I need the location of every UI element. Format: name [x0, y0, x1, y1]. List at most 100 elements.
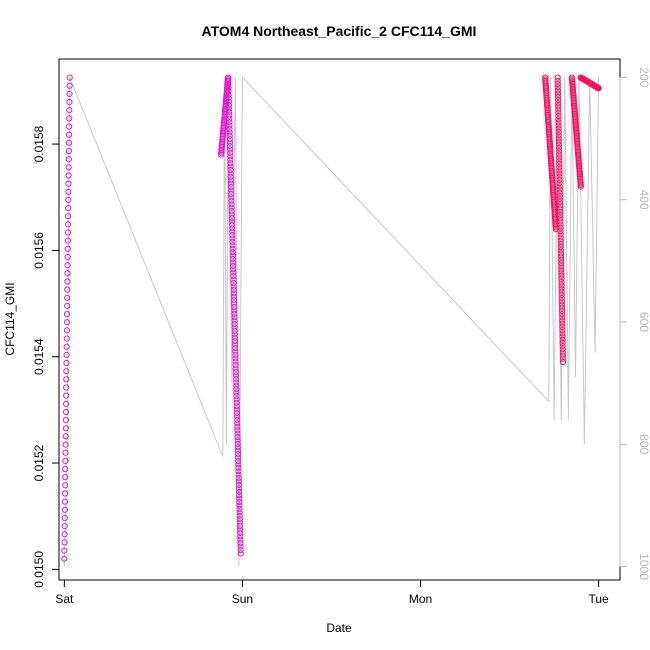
data-point	[557, 243, 564, 251]
x-axis: Sat Sun Mon Tue	[55, 579, 609, 606]
data-point	[230, 276, 237, 283]
data-point	[228, 211, 235, 218]
data-point	[558, 269, 565, 276]
data-point	[65, 164, 72, 171]
data-point	[555, 100, 562, 107]
data-point	[229, 242, 236, 249]
data-point	[62, 465, 69, 473]
data-point	[226, 136, 233, 143]
data-point	[228, 221, 236, 228]
data-point	[556, 199, 564, 206]
data-point	[233, 379, 240, 386]
x-tick-label: Sun	[232, 592, 253, 606]
data-point	[554, 87, 562, 94]
data-point	[235, 478, 242, 485]
data-point	[233, 386, 240, 393]
data-point	[232, 372, 240, 379]
data-point	[557, 237, 564, 244]
data-point	[226, 143, 234, 150]
y-tick-label: 0.0158	[32, 125, 46, 162]
data-point	[233, 396, 240, 403]
data-point	[559, 330, 566, 337]
data-point	[61, 523, 68, 530]
data-point	[555, 144, 563, 151]
data-point	[63, 368, 70, 375]
data-point	[557, 253, 565, 260]
data-point	[554, 74, 561, 81]
data-point	[232, 341, 239, 348]
data-point	[556, 176, 563, 183]
data-point	[558, 256, 565, 263]
data-point	[64, 253, 71, 261]
data-point	[230, 290, 237, 297]
x-tick-label: Sat	[55, 592, 74, 606]
data-point	[231, 331, 238, 338]
data-point	[65, 147, 73, 155]
data-point	[231, 314, 238, 321]
data-point	[558, 279, 565, 286]
data-point	[228, 197, 235, 204]
x-axis-label: Date	[326, 621, 352, 635]
data-point	[63, 343, 70, 350]
data-point	[554, 80, 561, 88]
data-point	[234, 437, 241, 444]
data-point	[65, 188, 72, 195]
data-point	[66, 131, 73, 138]
data-point	[557, 227, 564, 235]
data-point	[556, 164, 563, 171]
data-point	[559, 327, 566, 334]
data-point	[235, 481, 242, 489]
plot-frame	[58, 58, 621, 581]
data-point	[234, 447, 242, 454]
data-point	[555, 138, 563, 145]
data-point	[230, 283, 237, 290]
data-point	[64, 262, 71, 269]
data-point	[61, 514, 68, 522]
data-point	[63, 335, 70, 342]
data-point	[61, 531, 68, 538]
data-point	[227, 153, 234, 160]
data-point	[234, 440, 241, 447]
data-point	[236, 522, 243, 530]
data-point	[558, 282, 565, 289]
data-point	[234, 416, 241, 423]
data-point	[555, 106, 562, 113]
data-point	[226, 119, 233, 126]
data-point	[61, 506, 69, 513]
data-point	[227, 156, 234, 163]
data-point	[230, 293, 237, 300]
data-point	[226, 112, 233, 119]
data-point	[229, 252, 236, 259]
data-point	[558, 259, 565, 267]
data-point	[232, 338, 239, 345]
right-tick-label: 1000	[637, 553, 650, 580]
data-point	[62, 441, 69, 448]
data-point	[557, 247, 565, 254]
data-point	[554, 93, 562, 100]
data-point	[234, 423, 241, 430]
data-point	[228, 208, 235, 215]
data-point	[229, 235, 236, 242]
data-point	[228, 190, 235, 198]
data-point	[558, 304, 566, 311]
data-point	[63, 400, 70, 407]
data-point	[559, 343, 566, 350]
data-point	[558, 295, 565, 302]
data-point	[555, 132, 562, 139]
data-point	[228, 184, 235, 191]
data-point	[225, 91, 232, 98]
data-point	[64, 237, 72, 244]
data-point	[62, 425, 69, 432]
data-point	[231, 303, 238, 311]
data-point	[235, 485, 243, 492]
data-point	[233, 392, 240, 400]
data-point	[556, 189, 563, 196]
data-point	[234, 433, 241, 441]
data-point	[63, 327, 71, 334]
data-point	[559, 358, 567, 366]
data-point	[555, 141, 563, 148]
data-point	[65, 180, 72, 187]
data-point	[556, 192, 564, 199]
data-point	[558, 301, 566, 308]
data-point	[233, 382, 240, 389]
